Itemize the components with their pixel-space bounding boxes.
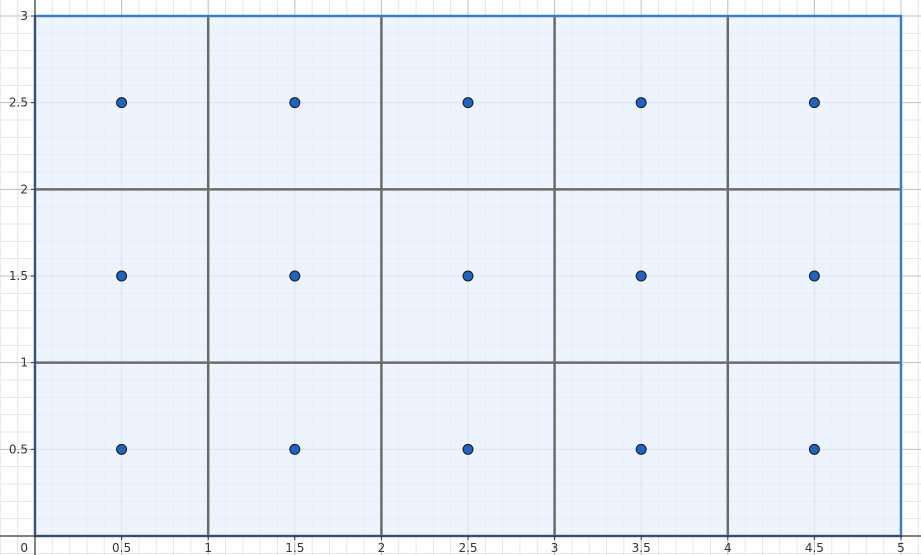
data-point xyxy=(462,97,474,109)
data-point xyxy=(116,97,128,109)
x-tick-label: 5 xyxy=(897,541,905,555)
x-tick-label: 3 xyxy=(551,541,559,555)
x-tick-label: 0.5 xyxy=(112,541,131,555)
tick-labels: 0.5 1 1.5 2 2.5 3 3.5 4 4.5 5 0.5 1 1.5 2 2.5 3 0 xyxy=(9,9,905,555)
x-tick-label: 3.5 xyxy=(632,541,651,555)
data-point xyxy=(116,270,128,282)
data-point xyxy=(289,97,301,109)
y-tick-label: 1 xyxy=(20,356,28,370)
points xyxy=(116,97,820,455)
data-point xyxy=(635,443,647,455)
data-point xyxy=(289,443,301,455)
data-point xyxy=(635,270,647,282)
x-tick-label: 4.5 xyxy=(805,541,824,555)
x-tick-label: 4 xyxy=(724,541,732,555)
x-tick-label: 1 xyxy=(204,541,212,555)
origin-label: 0 xyxy=(20,541,28,555)
data-point xyxy=(808,443,820,455)
x-tick-label: 2.5 xyxy=(458,541,477,555)
x-tick-label: 1.5 xyxy=(285,541,304,555)
x-tick-label: 2 xyxy=(378,541,386,555)
y-tick-label: 2.5 xyxy=(9,96,28,110)
data-point xyxy=(635,97,647,109)
data-point xyxy=(116,443,128,455)
y-tick-label: 3 xyxy=(20,9,28,23)
y-tick-label: 1.5 xyxy=(9,269,28,283)
data-point xyxy=(462,443,474,455)
data-point xyxy=(808,270,820,282)
data-point xyxy=(289,270,301,282)
y-tick-label: 0.5 xyxy=(9,442,28,456)
y-tick-label: 2 xyxy=(20,182,28,196)
data-point xyxy=(462,270,474,282)
data-point xyxy=(808,97,820,109)
